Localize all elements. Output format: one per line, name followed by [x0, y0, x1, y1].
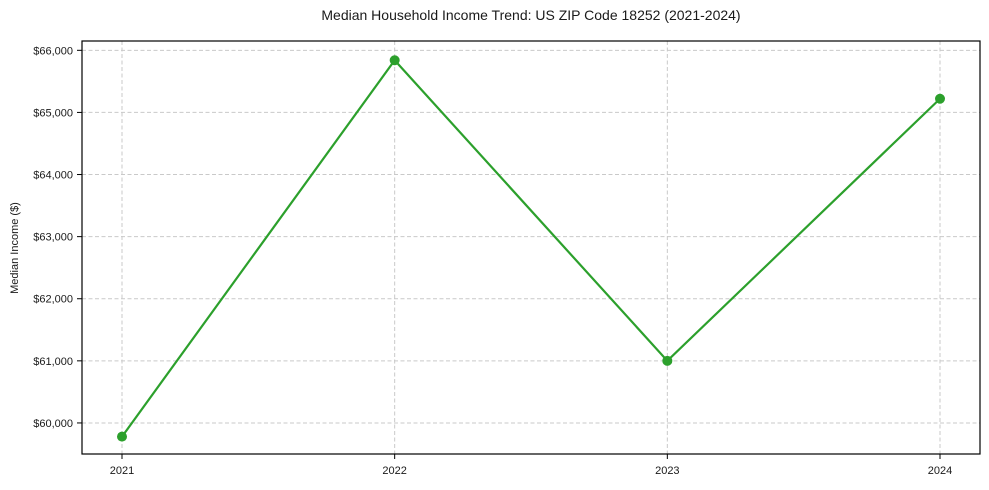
y-tick-label: $60,000: [33, 418, 73, 430]
y-tick-label: $62,000: [33, 294, 73, 306]
data-point: [389, 55, 400, 66]
y-tick-label: $64,000: [33, 170, 73, 182]
plot-border: [81, 40, 981, 455]
y-tick-label: $63,000: [33, 232, 73, 244]
chart-title: Median Household Income Trend: US ZIP Co…: [321, 7, 741, 23]
x-tick-label: 2024: [928, 465, 952, 477]
series-line: [121, 58, 941, 438]
x-tick-label: 2021: [110, 465, 134, 477]
data-point: [117, 431, 127, 442]
y-tick-label: $66,000: [33, 45, 73, 57]
data-point: [662, 355, 673, 366]
data-point: [935, 93, 945, 104]
y-tick-label: $65,000: [33, 107, 73, 119]
x-tick-label: 2022: [382, 465, 406, 477]
y-tick-label: $61,000: [33, 356, 73, 368]
x-tick-label: 2023: [655, 465, 679, 477]
